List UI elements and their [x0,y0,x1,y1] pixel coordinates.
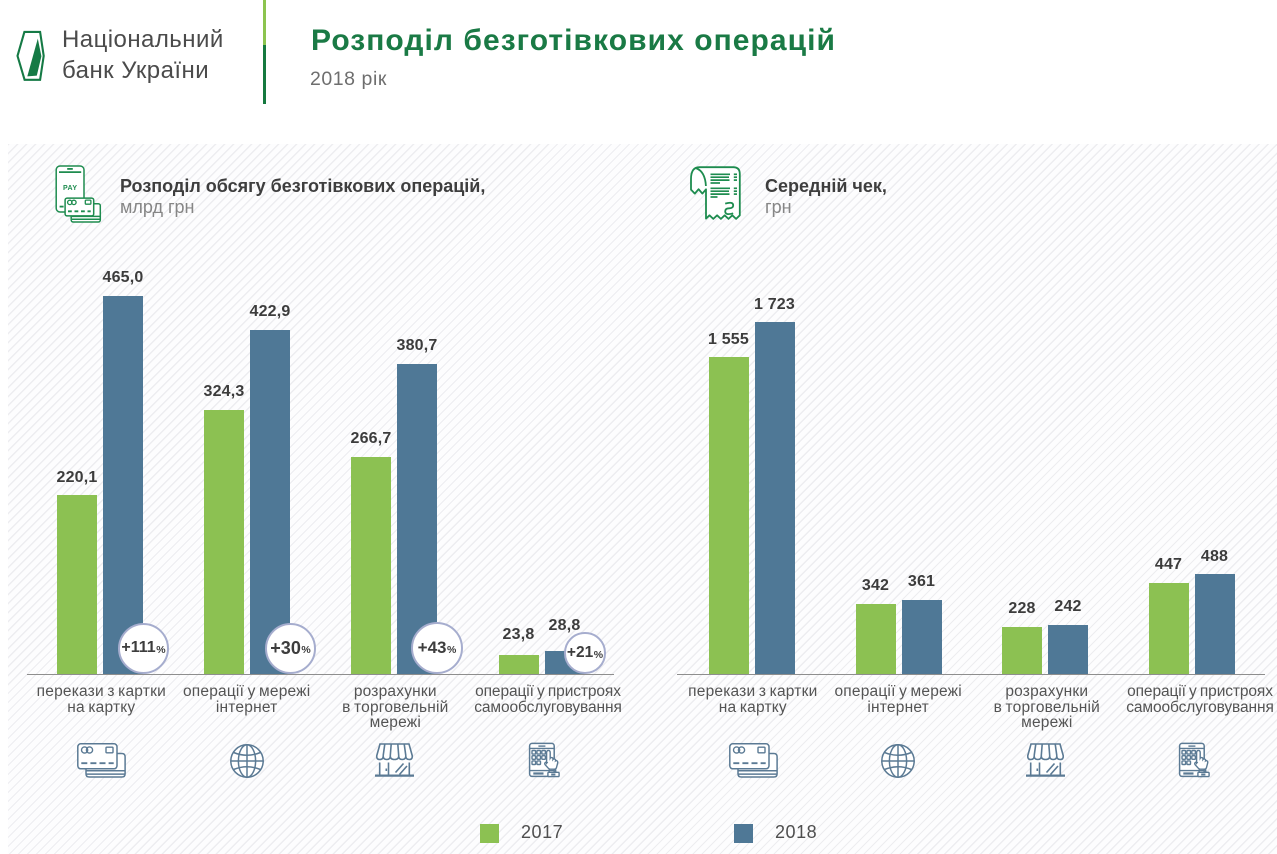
svg-text:PAY: PAY [63,185,77,192]
